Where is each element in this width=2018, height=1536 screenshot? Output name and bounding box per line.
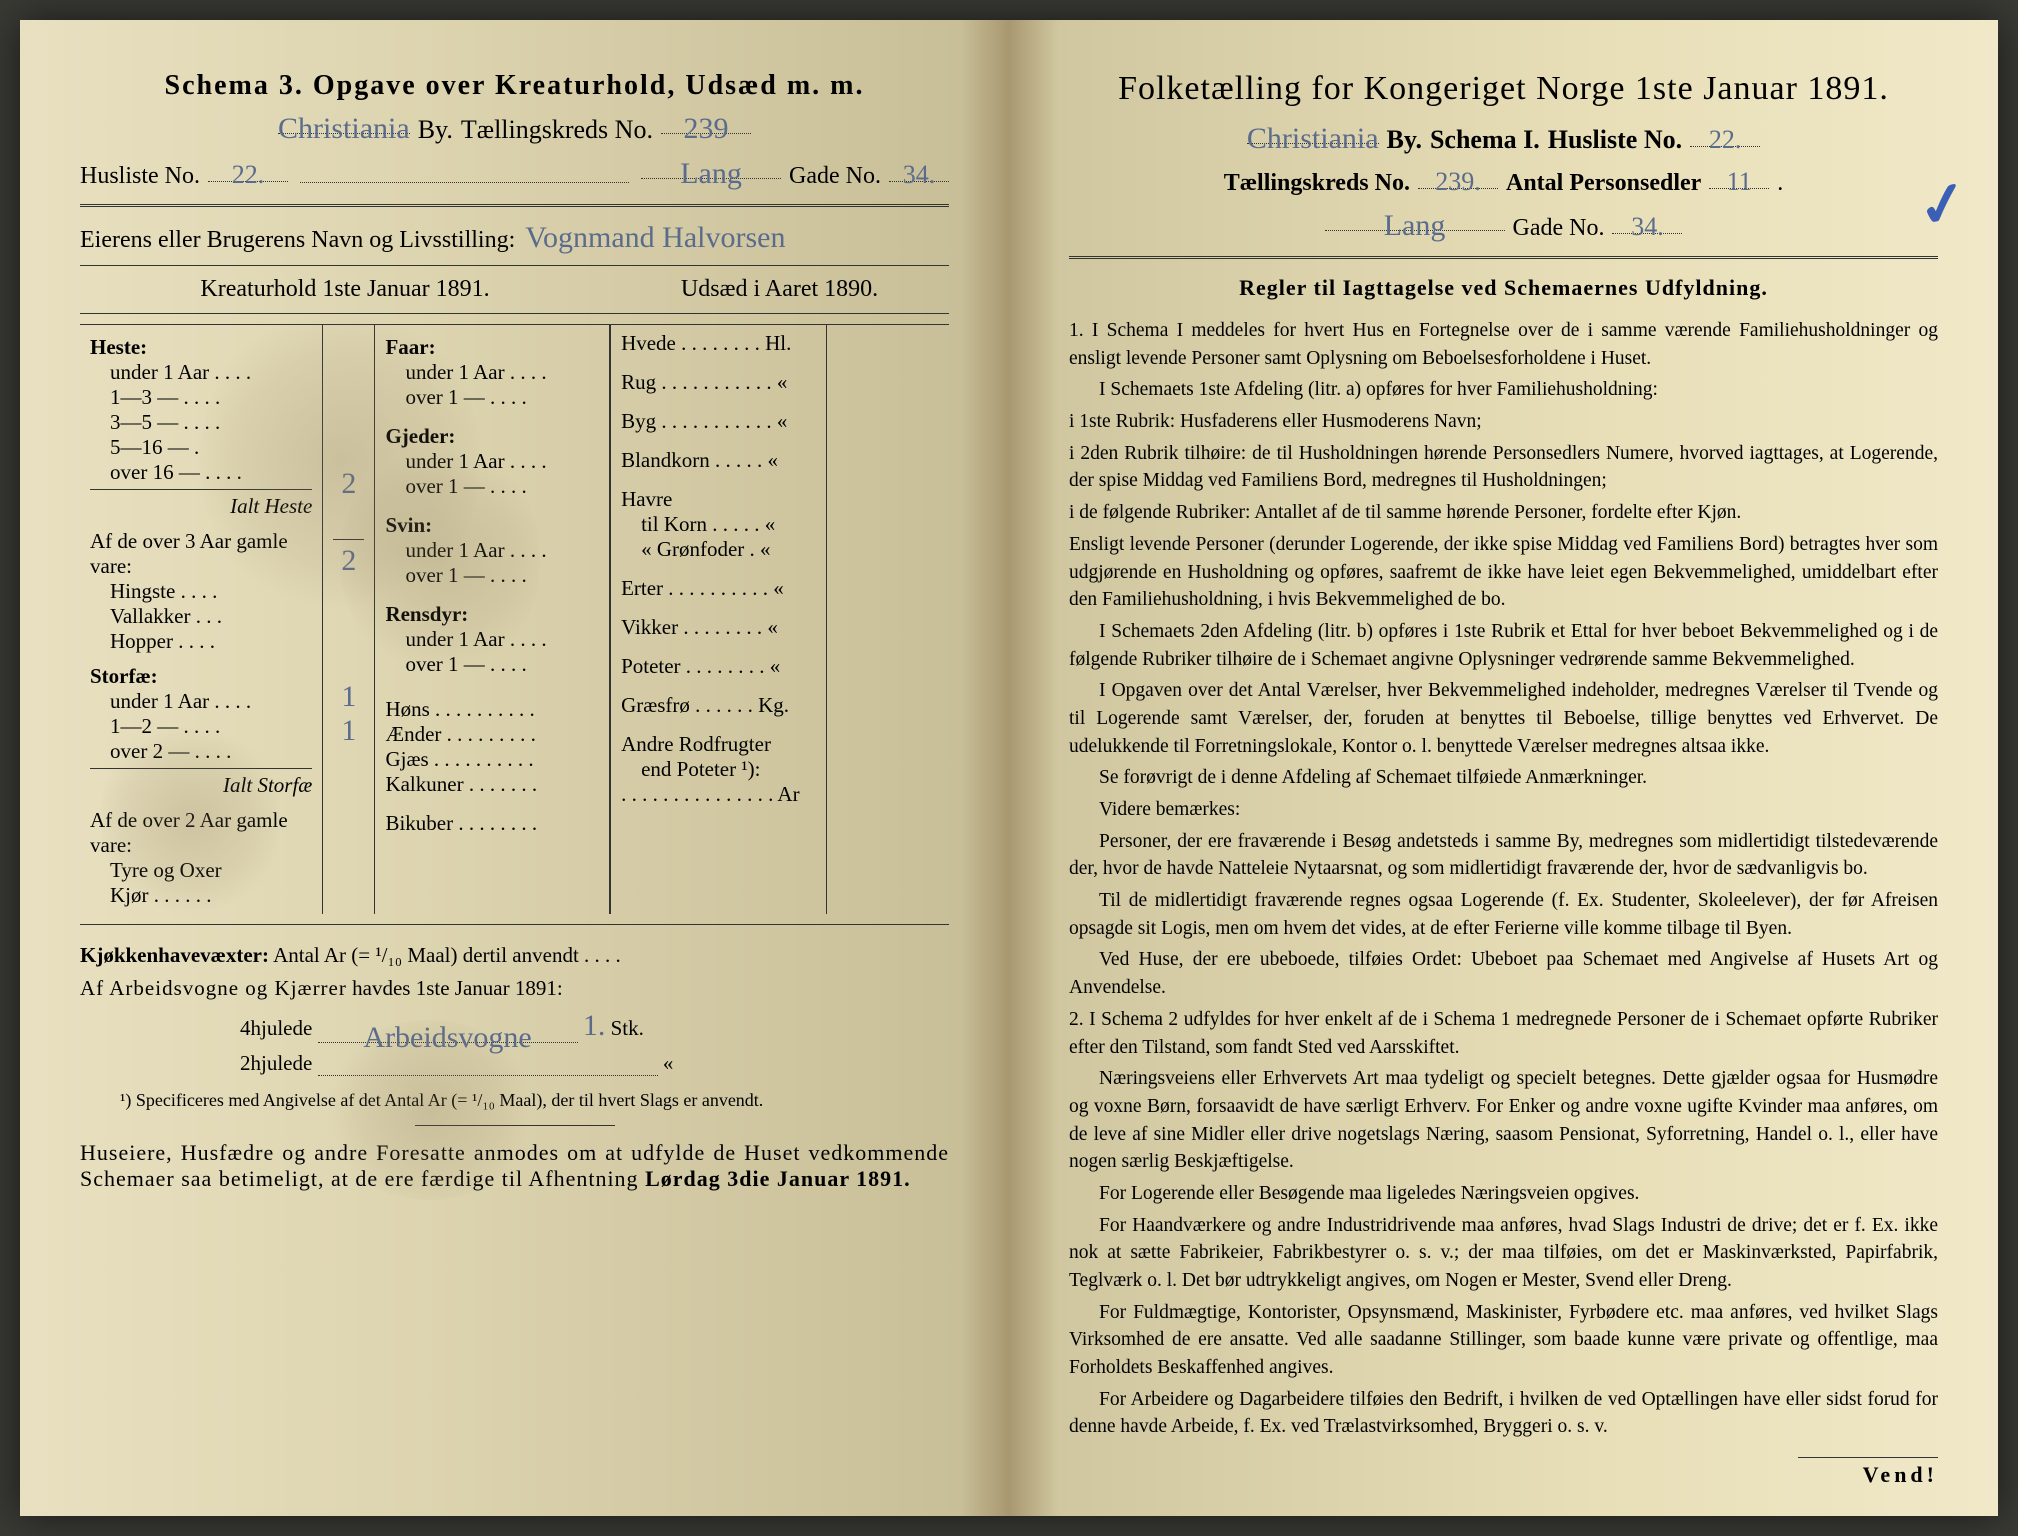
by-label: By. [418,115,453,145]
header-row-2: Husliste No. 22. Lang Gade No. 34. [80,157,949,190]
rules-title: Regler til Iagttagelse ved Schemaernes U… [1069,275,1938,301]
bottom-notes: Kjøkkenhavevæxter: Antal Ar (= ¹/₁₀ Maal… [80,943,949,1076]
r-header-1: Christiania By. Schema I. Husliste No. 2… [1069,122,1938,155]
book-spread: Schema 3. Opgave over Kreaturhold, Udsæd… [20,20,1998,1516]
rules-body: 1. I Schema I meddeles for hvert Hus en … [1069,317,1938,1441]
gade-no: 34. [889,160,949,182]
livestock-table: Heste: under 1 Aar . . . . 1—3 — . . . .… [80,324,949,914]
owner-line: Eierens eller Brugerens Navn og Livsstil… [80,221,949,255]
closing-text: Huseiere, Husfædre og andre Foresatte an… [80,1140,949,1192]
kreds-no: 239 [661,112,751,134]
col-crops: Hvede . . . . . . . . Hl. Rug . . . . . … [610,325,827,914]
col-heste: Heste: under 1 Aar . . . . 1—3 — . . . .… [80,325,323,914]
th-kreatur: Kreaturhold 1ste Januar 1891. [80,276,610,303]
schema-title: Schema 3. Opgave over Kreaturhold, Udsæd… [80,70,949,102]
col-faar: Faar: under 1 Aar . . . . over 1 — . . .… [375,325,610,914]
r-header-3: Lang Gade No. 34. [1069,209,1938,242]
left-page: Schema 3. Opgave over Kreaturhold, Udsæd… [20,20,1009,1516]
owner-value: Vognmand Halvorsen [525,221,949,255]
street: Lang [641,157,781,179]
table-header: Kreaturhold 1ste Januar 1891. Udsæd i Aa… [80,276,949,303]
th-udsaed: Udsæd i Aaret 1890. [610,276,949,303]
col-crop-values [827,325,949,914]
husliste-label: Husliste No. [80,163,200,190]
gade-label: Gade No. [789,163,881,190]
right-title: Folketælling for Kongeriget Norge 1ste J… [1069,70,1938,108]
r-header-2: Tællingskreds No. 239. Antal Personsedle… [1069,167,1938,197]
husliste-no: 22. [208,160,288,182]
owner-label: Eierens eller Brugerens Navn og Livsstil… [80,227,515,254]
kreds-label: Tællingskreds No. [461,115,653,145]
vend: Vend! [1798,1457,1938,1488]
right-page: ✓ Folketælling for Kongeriget Norge 1ste… [1009,20,1998,1516]
header-row-1: Christiania By. Tællingskreds No. 239 [80,112,949,145]
r-city: Christiania [1247,122,1379,144]
city: Christiania [278,112,410,134]
footnote: ¹) Specificeres med Angivelse af det Ant… [120,1090,949,1111]
col-heste-values: 2 2 1 1 [323,325,375,914]
